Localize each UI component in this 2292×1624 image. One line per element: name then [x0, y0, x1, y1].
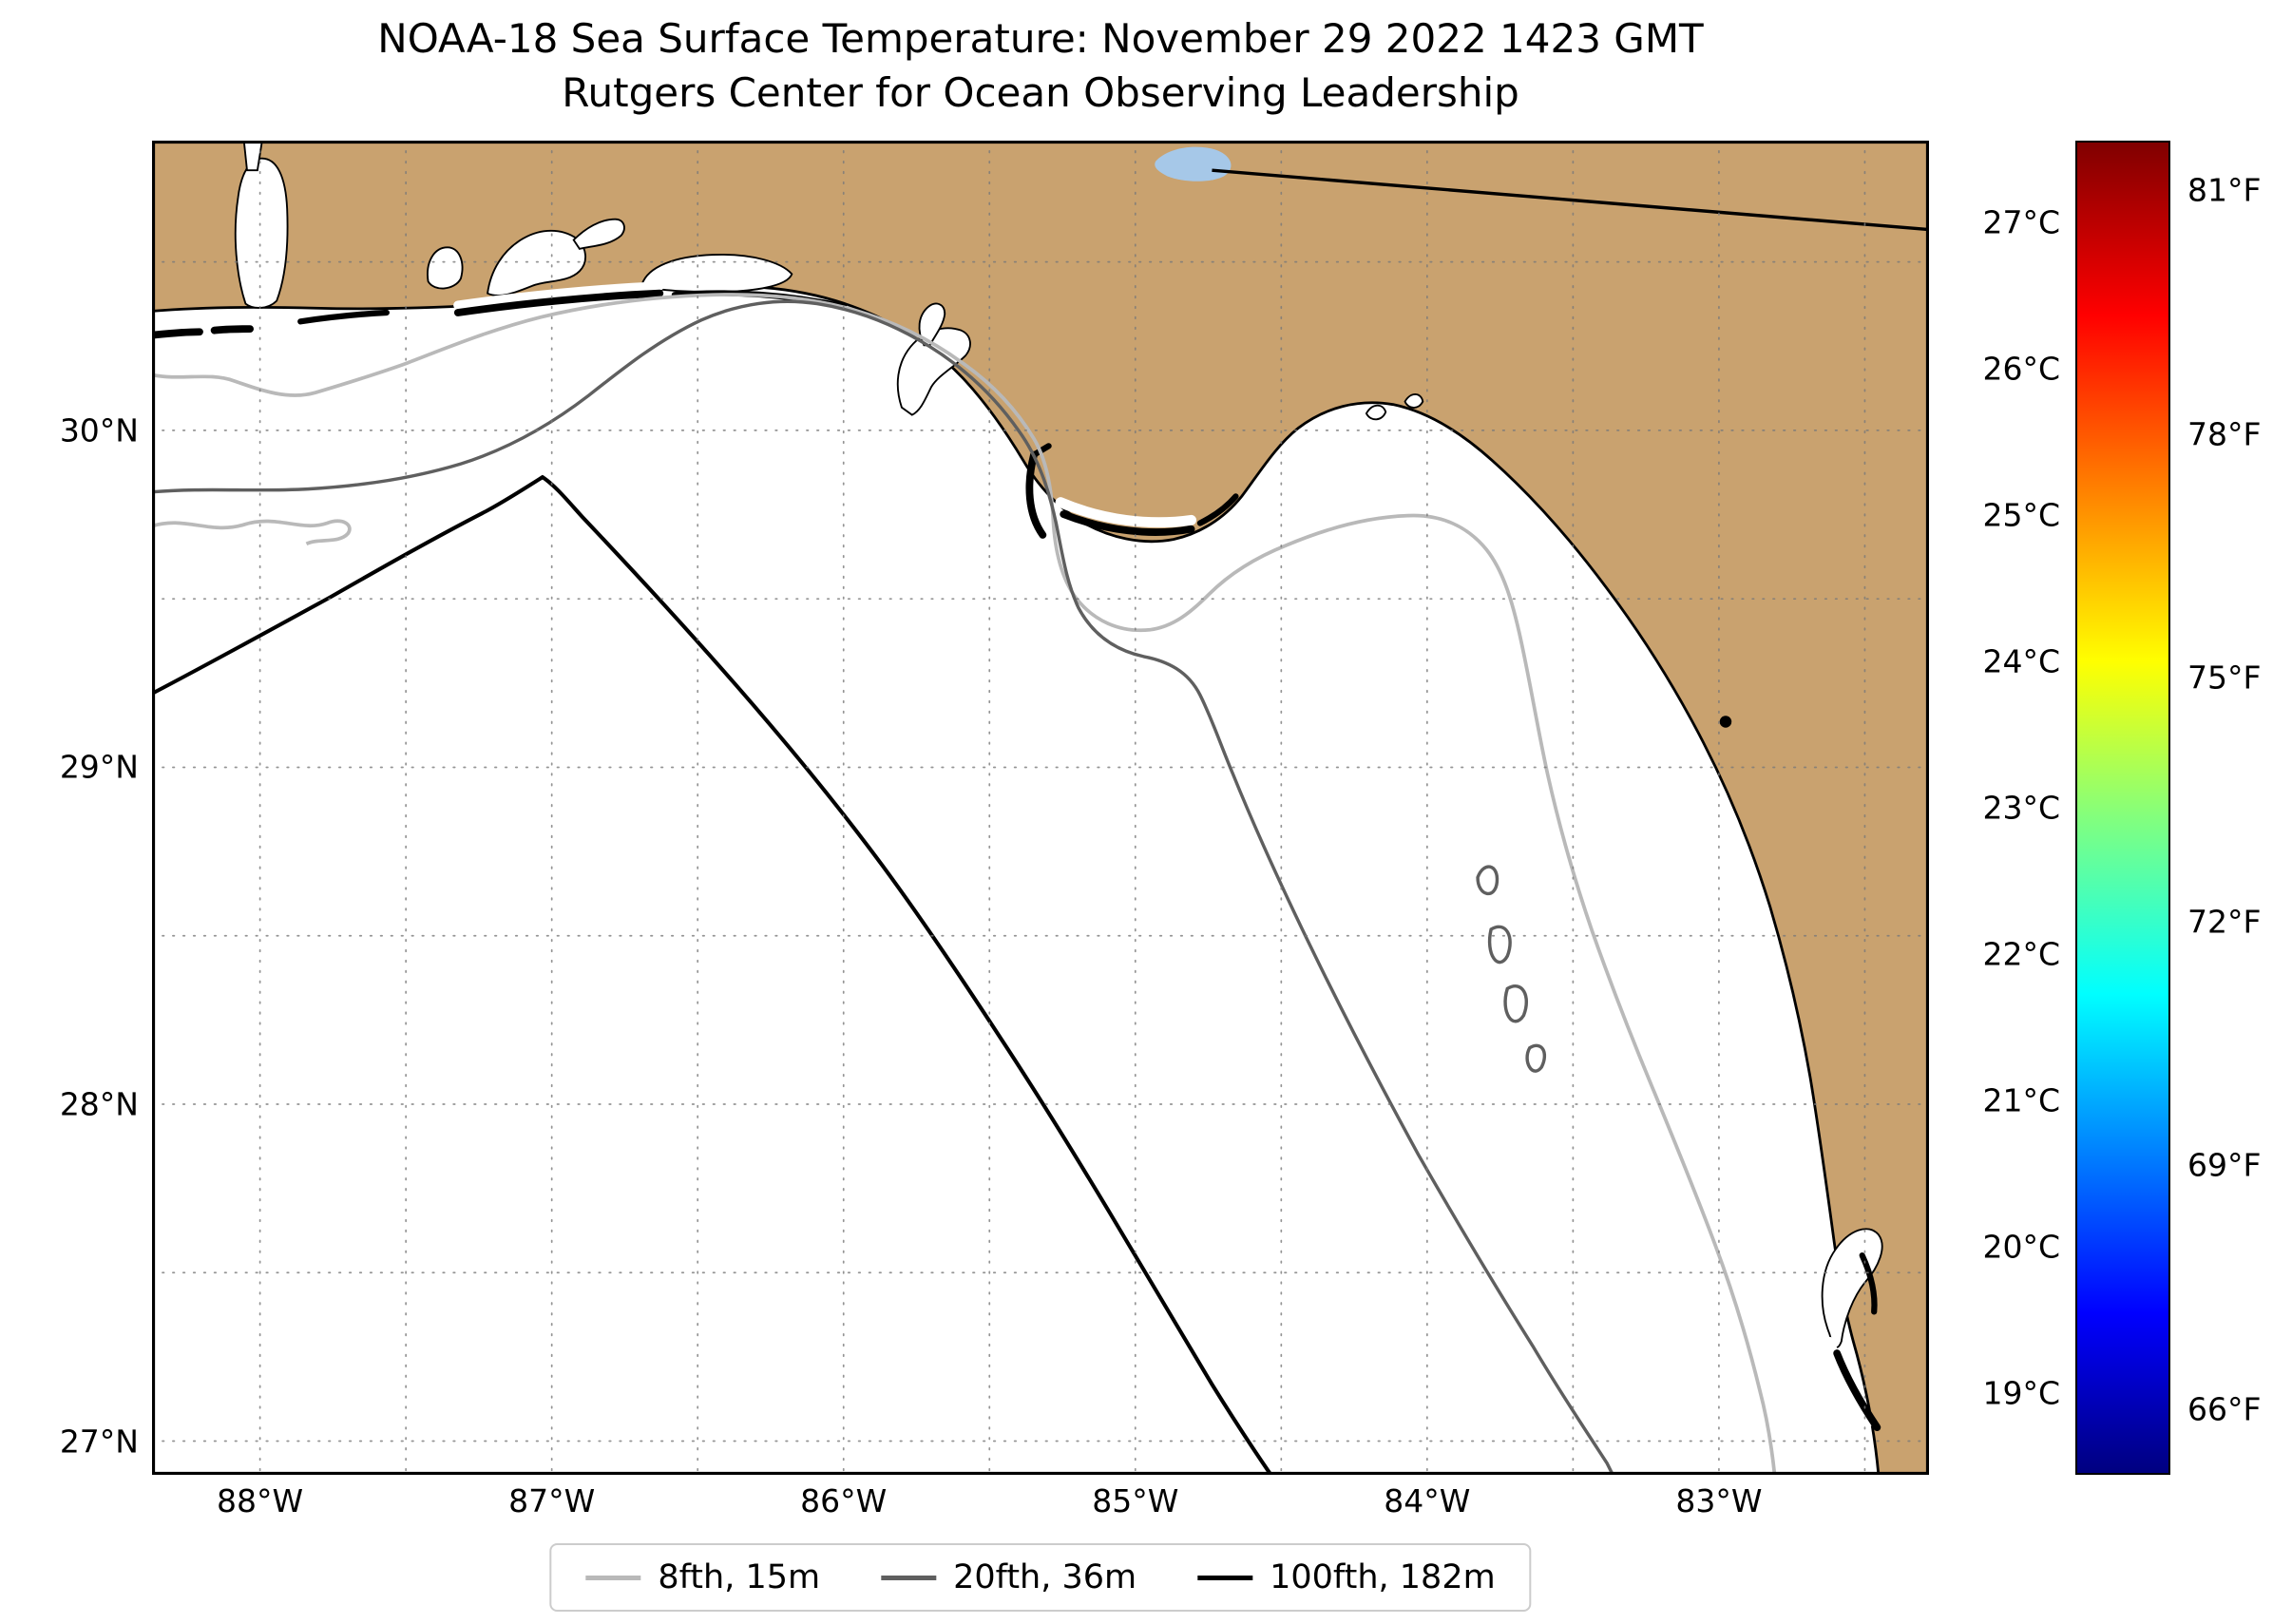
mobile-bay [234, 157, 289, 309]
colorbar [2075, 141, 2170, 1475]
st-andrew-bay [896, 327, 971, 416]
colorbar-celsius-axis: 27°C 26°C 25°C 24°C 23°C 22°C 21°C 20°C 19°C [1921, 141, 2060, 1475]
colorbar-celsius-tick: 20°C [1982, 1228, 2060, 1266]
lon-tick-label: 83°W [1675, 1482, 1763, 1519]
middle-grounds-contour-4 [1525, 1043, 1547, 1073]
middle-grounds-contour-3 [1503, 984, 1529, 1023]
inland-lake [1155, 146, 1232, 182]
lon-tick-label: 87°W [508, 1482, 596, 1519]
colorbar-fahrenheit-tick: 81°F [2187, 171, 2262, 209]
st-joseph-spit [1025, 450, 1047, 539]
longitude-axis: 88°W 87°W 86°W 85°W 84°W 83°W [152, 1482, 1929, 1526]
colorbar-fahrenheit-tick: 66°F [2187, 1390, 2262, 1428]
colorbar-celsius-tick: 21°C [1982, 1081, 2060, 1119]
latitude-axis: 30°N 29°N 28°N 27°N [15, 141, 139, 1475]
colorbar-celsius-tick: 27°C [1982, 203, 2060, 241]
anclote-key [1859, 1252, 1878, 1315]
title-block: NOAA-18 Sea Surface Temperature: Novembe… [152, 11, 1929, 120]
contour-8fth-meander [152, 519, 352, 546]
apalachee-inlet-2 [1404, 393, 1424, 409]
colorbar-celsius-tick: 22°C [1982, 935, 2060, 973]
legend-item-label: 20fth, 36m [953, 1558, 1137, 1596]
lon-tick-label: 86°W [800, 1482, 888, 1519]
gridline-layer [152, 141, 1929, 1475]
map-plot [152, 141, 1929, 1475]
middle-grounds-contour-2 [1487, 925, 1512, 965]
apalachee-inlet-1 [1365, 404, 1387, 421]
map-svg [152, 141, 1929, 1475]
santa-rosa-sound [453, 281, 664, 310]
dog-island [1196, 493, 1239, 526]
colorbar-celsius-tick: 19°C [1982, 1374, 2060, 1412]
tampa-barrier-island [1833, 1349, 1881, 1431]
bays-layer [234, 141, 1883, 1348]
legend: 8fth, 15m 20fth, 36m 100fth, 182m [549, 1543, 1532, 1612]
east-bay-arm [572, 218, 625, 250]
map-frame [152, 141, 1929, 1475]
colorbar-celsius-tick: 24°C [1982, 642, 2060, 680]
contour-100fth-182m [152, 474, 1273, 1475]
dauphin-island [152, 328, 203, 339]
perdido-bay [427, 246, 464, 290]
st-george-island [1060, 510, 1195, 536]
lat-tick-label: 27°N [59, 1423, 139, 1461]
colorbar-celsius-tick: 23°C [1982, 789, 2060, 827]
cedar-key-island [1719, 716, 1732, 728]
figure-subtitle: Rutgers Center for Ocean Observing Leade… [562, 69, 1519, 116]
colorbar-fahrenheit-tick: 72°F [2187, 903, 2262, 941]
santa-rosa-island [453, 289, 664, 316]
legend-line-swatch [881, 1575, 937, 1580]
lat-tick-label: 28°N [59, 1085, 139, 1123]
lat-tick-label: 30°N [59, 411, 139, 449]
pensacola-bay [487, 229, 586, 296]
petit-bois-island [210, 325, 255, 334]
lat-tick-label: 29°N [59, 748, 139, 786]
apalachicola-bay [1055, 497, 1197, 528]
legend-item: 20fth, 36m [881, 1558, 1136, 1596]
tampa-bay [1821, 1228, 1883, 1348]
colorbar-fahrenheit-tick: 75°F [2187, 659, 2262, 697]
legend-line-swatch [585, 1575, 641, 1580]
st-andrew-north-arm [918, 302, 946, 347]
contour-8fth-15m [152, 293, 1777, 1475]
colorbar-celsius-tick: 25°C [1982, 496, 2060, 534]
colorbar-fahrenheit-tick: 78°F [2187, 415, 2262, 453]
legend-item-label: 100fth, 182m [1270, 1558, 1496, 1596]
lon-tick-label: 85°W [1092, 1482, 1179, 1519]
middle-grounds-contour-1 [1476, 865, 1499, 895]
legend-item: 100fth, 182m [1197, 1558, 1496, 1596]
legend-line-swatch [1197, 1575, 1253, 1580]
colorbar-celsius-tick: 26°C [1982, 350, 2060, 388]
legend-item-label: 8fth, 15m [658, 1558, 821, 1596]
fort-morgan-peninsula [297, 309, 390, 325]
colorbar-fahrenheit-axis: 81°F 78°F 75°F 72°F 69°F 66°F [2187, 141, 2292, 1475]
lon-tick-label: 84°W [1384, 1482, 1471, 1519]
legend-item: 8fth, 15m [585, 1558, 820, 1596]
lon-tick-label: 88°W [217, 1482, 304, 1519]
colorbar-fahrenheit-tick: 69°F [2187, 1146, 2262, 1184]
state-boundary-line [1212, 168, 1929, 232]
figure-title: NOAA-18 Sea Surface Temperature: Novembe… [377, 15, 1704, 62]
